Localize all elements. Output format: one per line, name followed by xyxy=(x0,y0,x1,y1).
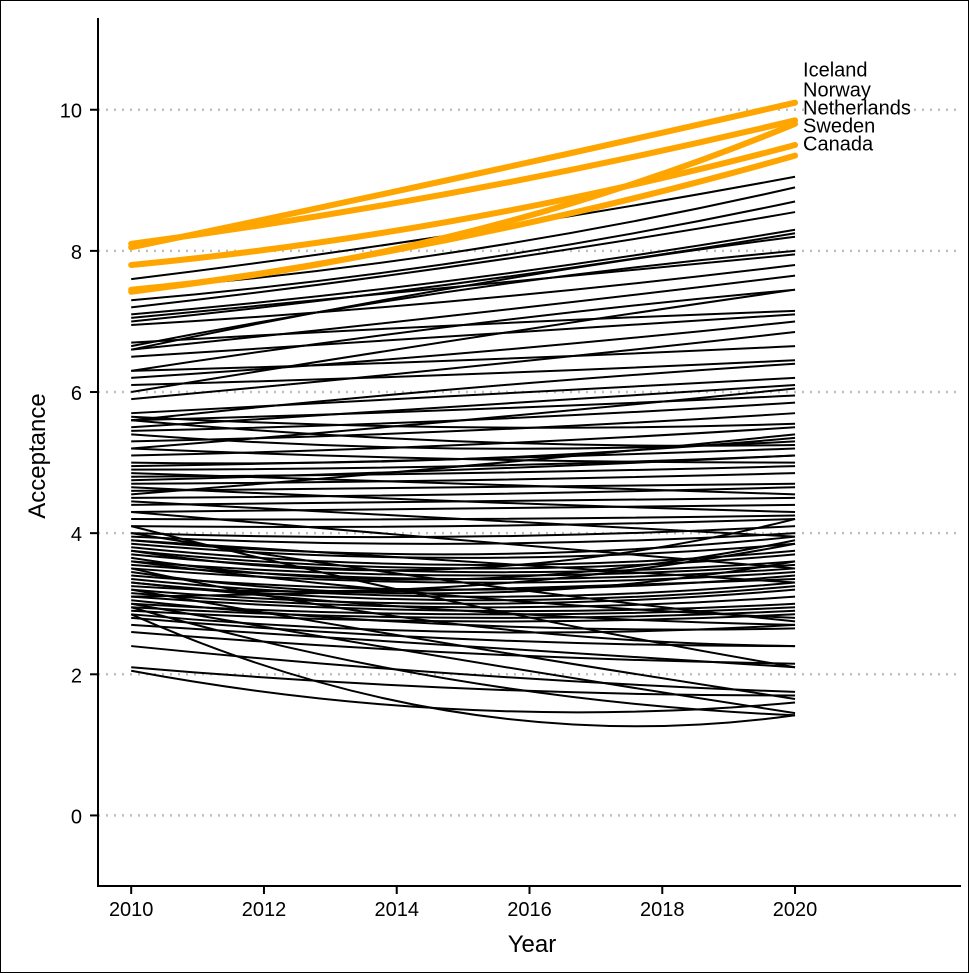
series-line xyxy=(131,433,796,496)
series-line xyxy=(131,539,796,581)
x-tick-label: 2014 xyxy=(374,899,419,921)
series-line xyxy=(131,228,796,316)
series-line xyxy=(131,518,796,572)
y-tick-label: 8 xyxy=(71,242,82,264)
series-line xyxy=(131,486,796,513)
highlighted-series-line xyxy=(128,99,799,251)
series-line xyxy=(131,560,796,577)
series-line xyxy=(130,606,796,717)
series-line xyxy=(131,645,796,693)
series-line xyxy=(131,288,796,394)
series-line xyxy=(131,288,796,372)
x-axis-label: Year xyxy=(508,931,557,958)
y-tick-label: 0 xyxy=(71,806,82,828)
series-line xyxy=(131,472,796,485)
series-line xyxy=(131,376,796,415)
series-line xyxy=(131,486,796,499)
y-tick-label: 6 xyxy=(71,383,82,405)
series-line xyxy=(131,309,796,344)
series-line xyxy=(131,274,796,351)
highlighted-series-line xyxy=(128,142,799,268)
y-axis-ticks: 0 2 4 6 8 10 xyxy=(60,101,98,828)
series-line xyxy=(131,447,796,464)
series-label: Netherlands xyxy=(803,98,911,120)
series-line xyxy=(131,503,796,513)
series-label: Canada xyxy=(803,134,874,156)
series-line xyxy=(131,454,796,482)
series-line xyxy=(131,359,796,386)
y-tick-label: 4 xyxy=(71,524,82,546)
series-line xyxy=(131,253,796,319)
series-line xyxy=(131,362,796,422)
series-line xyxy=(131,447,796,468)
series-line xyxy=(131,666,796,697)
y-axis-label: Acceptance xyxy=(24,393,51,518)
series-line xyxy=(131,394,796,422)
series-line xyxy=(131,426,796,457)
series-line xyxy=(131,482,796,492)
series-line xyxy=(131,345,796,372)
series-line xyxy=(131,472,796,496)
series-line xyxy=(130,613,796,728)
y-tick-label: 10 xyxy=(60,101,82,123)
series-line xyxy=(131,320,796,379)
series-line xyxy=(131,613,796,634)
series-line xyxy=(131,602,796,715)
series-line xyxy=(131,200,796,302)
series-line xyxy=(131,532,796,623)
series-line xyxy=(131,500,796,538)
series-line xyxy=(131,313,796,358)
y-tick-label: 2 xyxy=(71,665,82,687)
series-line xyxy=(131,616,796,648)
series-line xyxy=(131,630,796,665)
series-line xyxy=(130,567,796,648)
highlighted-series-line xyxy=(128,152,799,295)
highlighted-series-group xyxy=(128,99,799,295)
series-line xyxy=(130,525,796,669)
x-tick-label: 2018 xyxy=(640,899,685,921)
series-label: Sweden xyxy=(803,116,875,138)
series-line xyxy=(131,510,796,570)
series-line xyxy=(131,609,796,623)
series-line xyxy=(131,532,796,545)
series-line xyxy=(131,560,796,619)
series-label: Norway xyxy=(803,80,871,102)
series-line xyxy=(130,249,796,348)
series-line xyxy=(131,539,796,584)
series-line xyxy=(131,592,796,609)
x-tick-label: 2010 xyxy=(109,899,154,921)
x-axis-ticks: 2010 2012 2014 2016 2018 2020 xyxy=(109,886,817,921)
series-line xyxy=(131,518,796,528)
series-line xyxy=(131,263,796,326)
other-series-group xyxy=(130,175,796,728)
series-line xyxy=(131,606,796,619)
series-line xyxy=(131,669,796,714)
series-label: Iceland xyxy=(803,60,868,82)
series-line xyxy=(131,588,796,700)
series-line xyxy=(131,331,796,401)
series-line xyxy=(131,581,796,626)
series-line xyxy=(131,211,796,309)
series-line xyxy=(131,578,796,598)
series-line xyxy=(131,542,796,559)
series-line xyxy=(131,433,796,450)
series-line xyxy=(131,415,796,429)
highlighted-series-line xyxy=(128,117,799,247)
x-tick-label: 2012 xyxy=(242,899,287,921)
series-line xyxy=(131,232,796,323)
x-tick-label: 2016 xyxy=(507,899,552,921)
x-tick-label: 2020 xyxy=(773,899,818,921)
series-line xyxy=(131,412,796,443)
series-line xyxy=(131,525,796,539)
